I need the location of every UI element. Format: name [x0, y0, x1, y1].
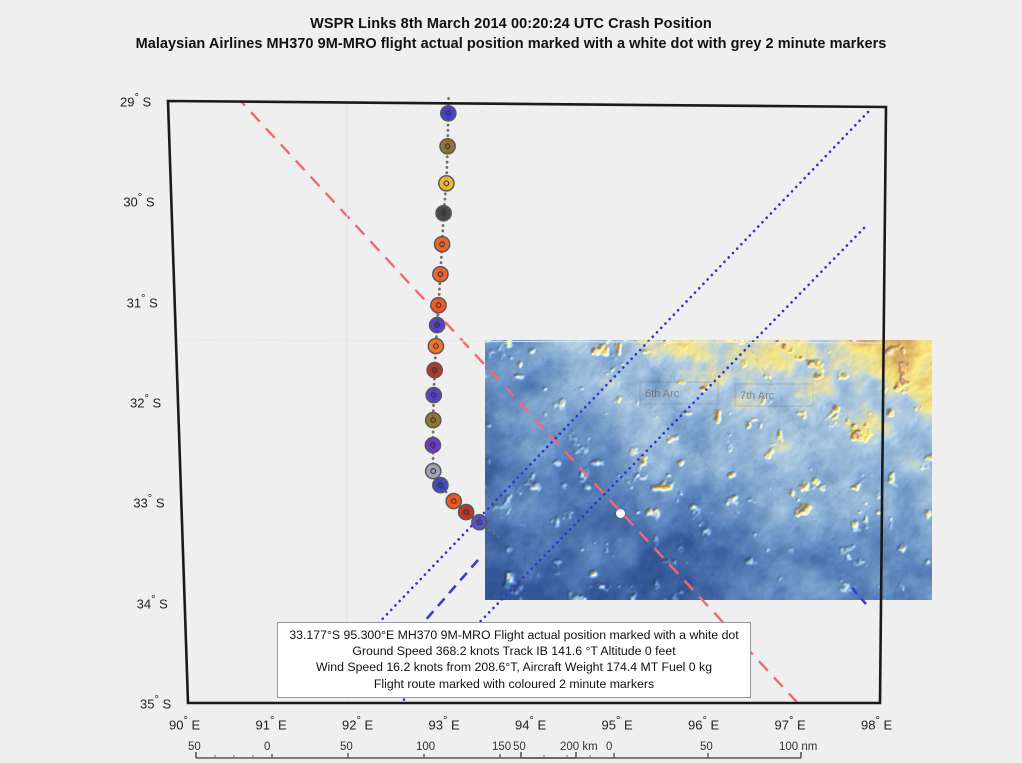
flight-track-marker-core [430, 468, 437, 475]
title-line-1: WSPR Links 8th March 2014 00:20:24 UTC C… [310, 16, 712, 32]
latitude-tick-label: 32° S [130, 393, 162, 411]
longitude-tick-label: 91° E [255, 715, 287, 733]
flight-track-marker-core [450, 498, 457, 505]
scalebar-nm [520, 752, 802, 759]
scalebar-km-tick-label: 100 [416, 741, 436, 753]
wspr-link-path-1 [368, 110, 870, 634]
info-line-3: Wind Speed 16.2 knots from 208.6°T, Airc… [315, 660, 713, 675]
flight-track-line [431, 97, 503, 540]
crash-position-marker [616, 509, 625, 518]
longitude-tick-label: 94° E [515, 715, 547, 733]
latitude-tick-label: 35° S [140, 694, 172, 712]
flight-track-marker-core [439, 241, 446, 248]
flight-track-marker-core [444, 143, 451, 150]
longitude-tick-label: 90° E [169, 715, 201, 733]
longitude-tick-label: 92° E [342, 715, 374, 733]
wspr-link-path-3 [423, 559, 479, 623]
scalebar-km-tick-label: 50 [188, 741, 201, 753]
scalebar-km [195, 752, 577, 759]
latitude-tick-label: 33° S [133, 493, 165, 511]
inset-label-6th-arc: 6th Arc [645, 388, 680, 400]
flight-track-marker-core [434, 322, 441, 329]
longitude-tick-label: 96° E [688, 715, 720, 733]
scalebar-nm-tick-label: 100 nm [779, 741, 818, 753]
graticule-h-1 [168, 339, 886, 344]
flight-track-marker-core [432, 343, 439, 350]
bathymetry-image [485, 340, 932, 600]
scalebar-nm-tick-label: 50 [513, 741, 526, 753]
scalebar-km-tick-label: 200 km [560, 741, 598, 753]
longitude-tick-label: 97° E [774, 715, 806, 733]
bathymetry-inset [485, 340, 932, 600]
latitude-tick-label: 31° S [126, 292, 158, 310]
scalebar-km-tick-label: 150 [492, 741, 512, 753]
flight-track-marker-core [463, 509, 470, 516]
arc-line-7th [905, 330, 955, 384]
info-line-4: Flight route marked with coloured 2 minu… [373, 676, 655, 691]
flight-track-marker-core [437, 482, 444, 489]
latitude-tick-label: 30° S [123, 192, 155, 210]
scalebar-nm-tick-label: 0 [606, 741, 613, 753]
longitude-tick-label: 93° E [428, 715, 460, 733]
flight-track-marker-core [440, 210, 447, 217]
flight-track-marker-core [445, 110, 452, 117]
scalebar-nm-tick-label: 50 [700, 741, 713, 753]
scalebar-km-tick-label: 0 [264, 741, 271, 753]
flight-track-marker-core [429, 442, 436, 449]
flight-track-marker-core [430, 392, 437, 399]
inset-label-7th-arc: 7th Arc [740, 390, 775, 402]
flight-track-marker-core [437, 271, 444, 278]
wspr-link-path-5 [851, 587, 867, 605]
flight-track [424, 97, 503, 540]
plot-frame [166, 99, 888, 705]
flight-track-marker-core [430, 417, 437, 424]
title-line-2: Malaysian Airlines MH370 9M-MRO flight a… [135, 36, 887, 52]
flight-track-marker-core [435, 302, 442, 309]
latitude-tick-label: 34° S [136, 593, 168, 611]
flight-info-box: 33.177°S 95.300°E MH370 9M-MRO Flight ac… [277, 622, 751, 698]
info-line-2: Ground Speed 368.2 knots Track IB 141.6 … [352, 644, 676, 659]
longitude-tick-label: 98° E [861, 715, 893, 733]
scalebar-km-tick-label: 50 [340, 741, 353, 753]
flight-track-marker-core [443, 180, 450, 187]
figure-title: WSPR Links 8th March 2014 00:20:24 UTC C… [0, 0, 1022, 54]
longitude-tick-label: 95° E [601, 715, 633, 733]
flight-track-marker-core [476, 519, 483, 526]
info-line-1: 33.177°S 95.300°E MH370 9M-MRO Flight ac… [289, 628, 739, 642]
flight-track-marker-core [431, 367, 438, 374]
arc-line-6th [235, 101, 807, 703]
latitude-tick-label: 29° S [120, 92, 152, 110]
